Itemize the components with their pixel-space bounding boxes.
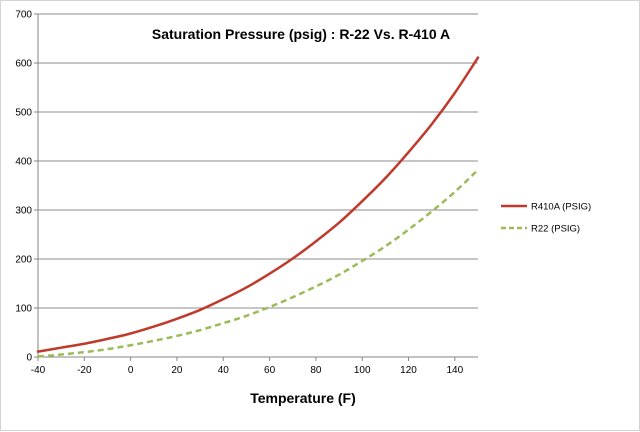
- y-tick-label: 300: [15, 206, 32, 217]
- series-line-r22: [37, 168, 479, 358]
- x-tick-label: 100: [354, 365, 371, 376]
- y-tick-label: 100: [15, 304, 32, 315]
- x-tick-label: 80: [310, 365, 322, 376]
- x-tick-label: 140: [446, 365, 463, 376]
- x-tick-label: 0: [128, 365, 134, 376]
- x-tick-label: -40: [31, 365, 46, 376]
- x-tick-label: 40: [218, 365, 230, 376]
- y-tick-label: 600: [15, 59, 32, 70]
- x-axis-title: Temperature (F): [250, 390, 356, 406]
- y-tick-label: 200: [15, 255, 32, 266]
- series-line-r410a: [36, 56, 480, 353]
- x-tick-label: 120: [400, 365, 417, 376]
- legend-label: R410A (PSIG): [531, 202, 591, 213]
- y-tick-label: 700: [15, 10, 32, 21]
- legend: R410A (PSIG) R22 (PSIG): [501, 202, 591, 235]
- chart-title: Saturation Pressure (psig) : R-22 Vs. R-…: [152, 26, 450, 42]
- y-tick-label: 0: [26, 353, 32, 364]
- grid-layer: [38, 13, 478, 309]
- x-tick-label: 20: [171, 365, 183, 376]
- y-tick-label: 400: [15, 157, 32, 168]
- x-tick-label: 60: [264, 365, 276, 376]
- legend-label: R22 (PSIG): [531, 224, 580, 235]
- axis-layer: 0 100 200 300 400 500 600 700 -40 -20 0 20 40 60 80 100…: [15, 10, 478, 376]
- y-tick-label: 500: [15, 108, 32, 119]
- series-layer: [36, 56, 480, 358]
- x-tick-label: -20: [77, 365, 92, 376]
